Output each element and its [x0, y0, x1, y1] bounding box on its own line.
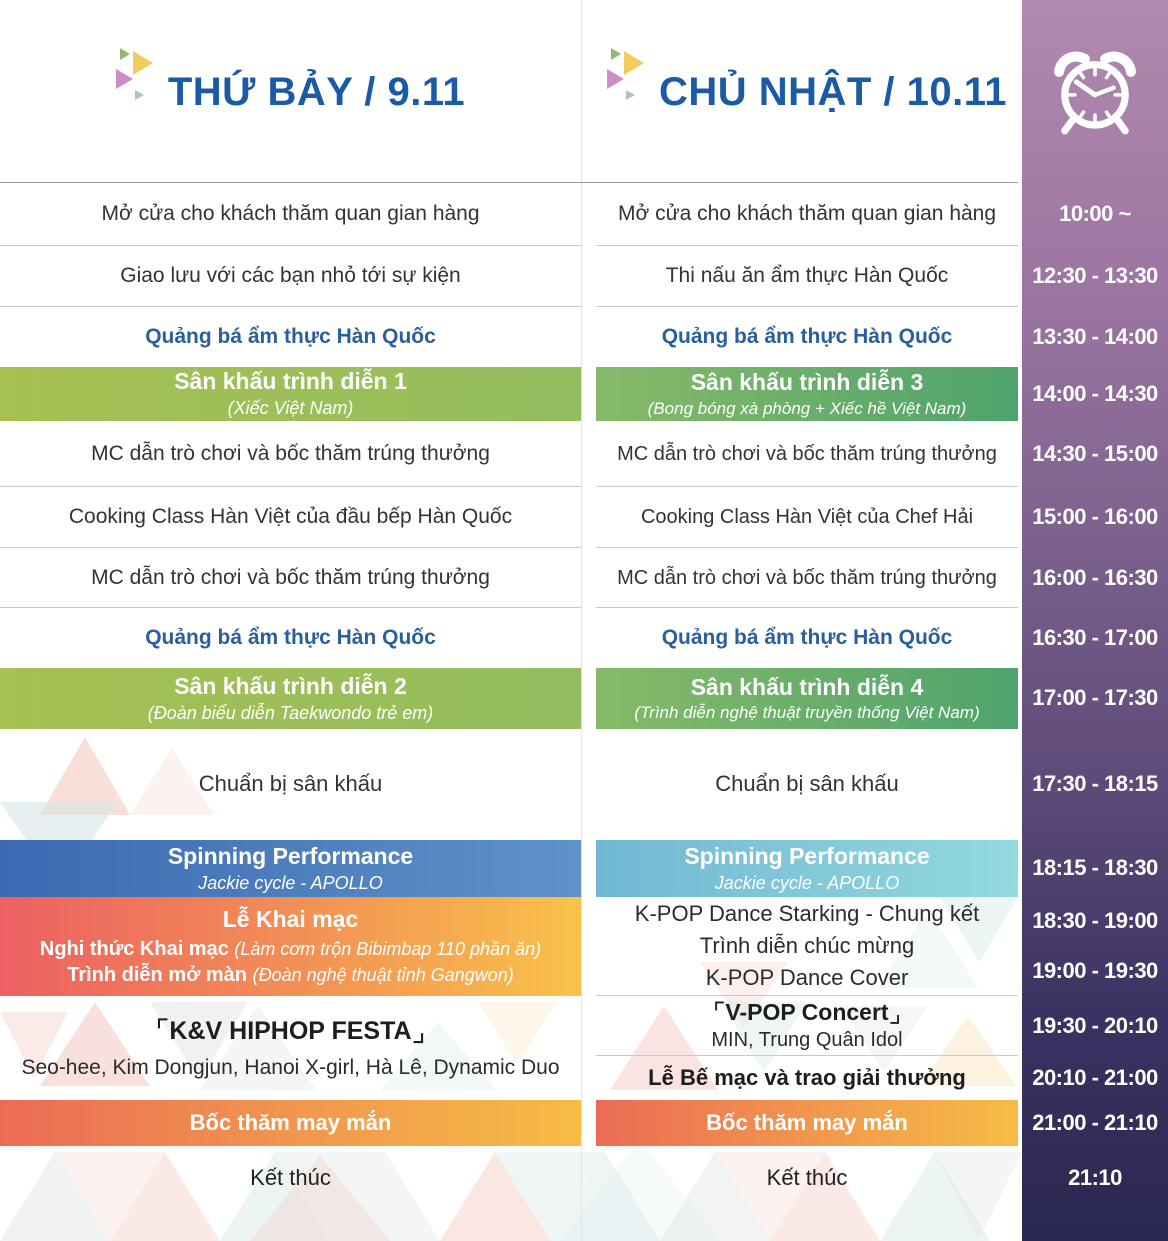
- time-slot: 12:30 - 13:30: [1032, 263, 1158, 289]
- clock-header: [1022, 0, 1168, 183]
- sat-end: Kết thúc: [250, 1165, 331, 1191]
- time-slot: 21:00 - 21:10: [1032, 1109, 1158, 1135]
- time-slot: 19:00 - 19:30: [1032, 957, 1158, 983]
- triangle-cluster-icon: [115, 47, 162, 102]
- triangle-green-icon: [610, 47, 621, 60]
- triangle-green-icon: [119, 47, 130, 60]
- sat-stage-1: Sân khấu trình diễn 1 (Xiếc Việt Nam): [0, 367, 581, 421]
- sat-open-doors: Mở cửa cho khách thăm quan gian hàng: [0, 183, 581, 246]
- sat-food-promo-2: Quảng bá ẩm thực Hàn Quốc: [145, 626, 436, 650]
- triangle-sage-icon: [625, 89, 635, 100]
- triangle-purple-icon: [606, 68, 624, 89]
- sat-opening-ceremony: Lễ Khai mạc Nghi thức Khai mạc (Làm cơm …: [0, 897, 581, 996]
- time-column-background: [1022, 0, 1168, 1241]
- sun-stage-prep: Chuẩn bị sân khấu: [715, 771, 899, 797]
- time-slot: 20:10 - 21:00: [1032, 1064, 1158, 1090]
- sun-stage-3: Sân khấu trình diễn 3 (Bong bóng xà phòn…: [596, 367, 1018, 421]
- sunday-title: CHỦ NHẬT / 10.11: [658, 69, 1008, 114]
- sun-food-promo-1: Quảng bá ẩm thực Hàn Quốc: [661, 325, 953, 349]
- alarm-clock-icon: [1054, 51, 1136, 134]
- triangle-sage-icon: [134, 89, 144, 100]
- sun-closing-ceremony: Lễ Bế mạc và trao giải thưởng: [648, 1064, 966, 1090]
- saturday-header: THỨ BẢY / 9.11: [0, 0, 581, 183]
- time-slot: 18:30 - 19:00: [1032, 908, 1158, 934]
- sun-end: Kết thúc: [766, 1165, 848, 1191]
- sat-stage-prep: Chuẩn bị sân khấu: [198, 771, 383, 797]
- time-slot: 16:00 - 16:30: [1032, 564, 1158, 590]
- sun-stage-4: Sân khấu trình diễn 4 (Trình diễn nghệ t…: [596, 668, 1018, 729]
- sun-kpop-block: K-POP Dance Starking - Chung kết Trình d…: [596, 897, 1018, 996]
- sun-mc-games-2: MC dẫn trò chơi và bốc thăm trúng thưởng: [596, 548, 1018, 608]
- sat-lucky-draw: Bốc thăm may mắn: [0, 1100, 581, 1146]
- time-slot: 16:30 - 17:00: [1032, 624, 1158, 650]
- triangle-cluster-icon: [606, 47, 653, 102]
- sat-spinning-performance: Spinning Performance Jackie cycle - APOL…: [0, 840, 581, 897]
- header-divider: [0, 182, 1018, 183]
- time-slot: 21:10: [1068, 1165, 1122, 1191]
- sun-lucky-draw: Bốc thăm may mắn: [596, 1100, 1018, 1146]
- time-slot: 13:30 - 14:00: [1032, 323, 1158, 349]
- sat-kids-meet: Giao lưu với các bạn nhỏ tới sự kiện: [0, 246, 581, 307]
- sun-cooking-contest: Thi nấu ăn ẩm thực Hàn Quốc: [596, 246, 1018, 307]
- sat-hiphop-festa: ⌜K&V HIPHOP FESTA⌟ Seo-hee, Kim Dongjun,…: [21, 1015, 560, 1079]
- sun-food-promo-2: Quảng bá ẩm thực Hàn Quốc: [661, 626, 953, 650]
- triangle-yellow-icon: [623, 50, 644, 75]
- triangle-yellow-icon: [132, 50, 153, 75]
- time-slot: 15:00 - 16:00: [1032, 504, 1158, 530]
- time-slot: 19:30 - 20:10: [1032, 1012, 1158, 1038]
- sat-mc-games-1: MC dẫn trò chơi và bốc thăm trúng thưởng: [0, 421, 581, 487]
- time-slot: 17:30 - 18:15: [1032, 771, 1158, 797]
- time-slot: 17:00 - 17:30: [1032, 685, 1158, 711]
- sun-cooking-class: Cooking Class Hàn Việt của Chef Hải: [596, 487, 1018, 548]
- time-slot: 10:00 ~: [1059, 201, 1131, 227]
- sun-open-doors: Mở cửa cho khách thăm quan gian hàng: [596, 183, 1018, 246]
- sunday-header: CHỦ NHẬT / 10.11: [596, 0, 1018, 183]
- sat-stage-2: Sân khấu trình diễn 2 (Đoàn biểu diễn Ta…: [0, 668, 581, 729]
- sat-cooking-class: Cooking Class Hàn Việt của đầu bếp Hàn Q…: [0, 487, 581, 548]
- sun-mc-games-1: MC dẫn trò chơi và bốc thăm trúng thưởng: [596, 421, 1018, 487]
- triangle-purple-icon: [115, 68, 133, 89]
- time-slot: 14:30 - 15:00: [1032, 440, 1158, 466]
- time-slot: 18:15 - 18:30: [1032, 855, 1158, 881]
- sun-vpop-concert: ⌜V-POP Concert⌟ MIN, Trung Quân Idol: [596, 996, 1018, 1056]
- sun-spinning-performance: Spinning Performance Jackie cycle - APOL…: [596, 840, 1018, 897]
- sat-food-promo-1: Quảng bá ẩm thực Hàn Quốc: [145, 325, 436, 349]
- time-slot: 14:00 - 14:30: [1032, 380, 1158, 406]
- column-divider: [581, 0, 582, 1241]
- sat-mc-games-2: MC dẫn trò chơi và bốc thăm trúng thưởng: [0, 548, 581, 608]
- saturday-title: THỨ BẢY / 9.11: [167, 69, 466, 114]
